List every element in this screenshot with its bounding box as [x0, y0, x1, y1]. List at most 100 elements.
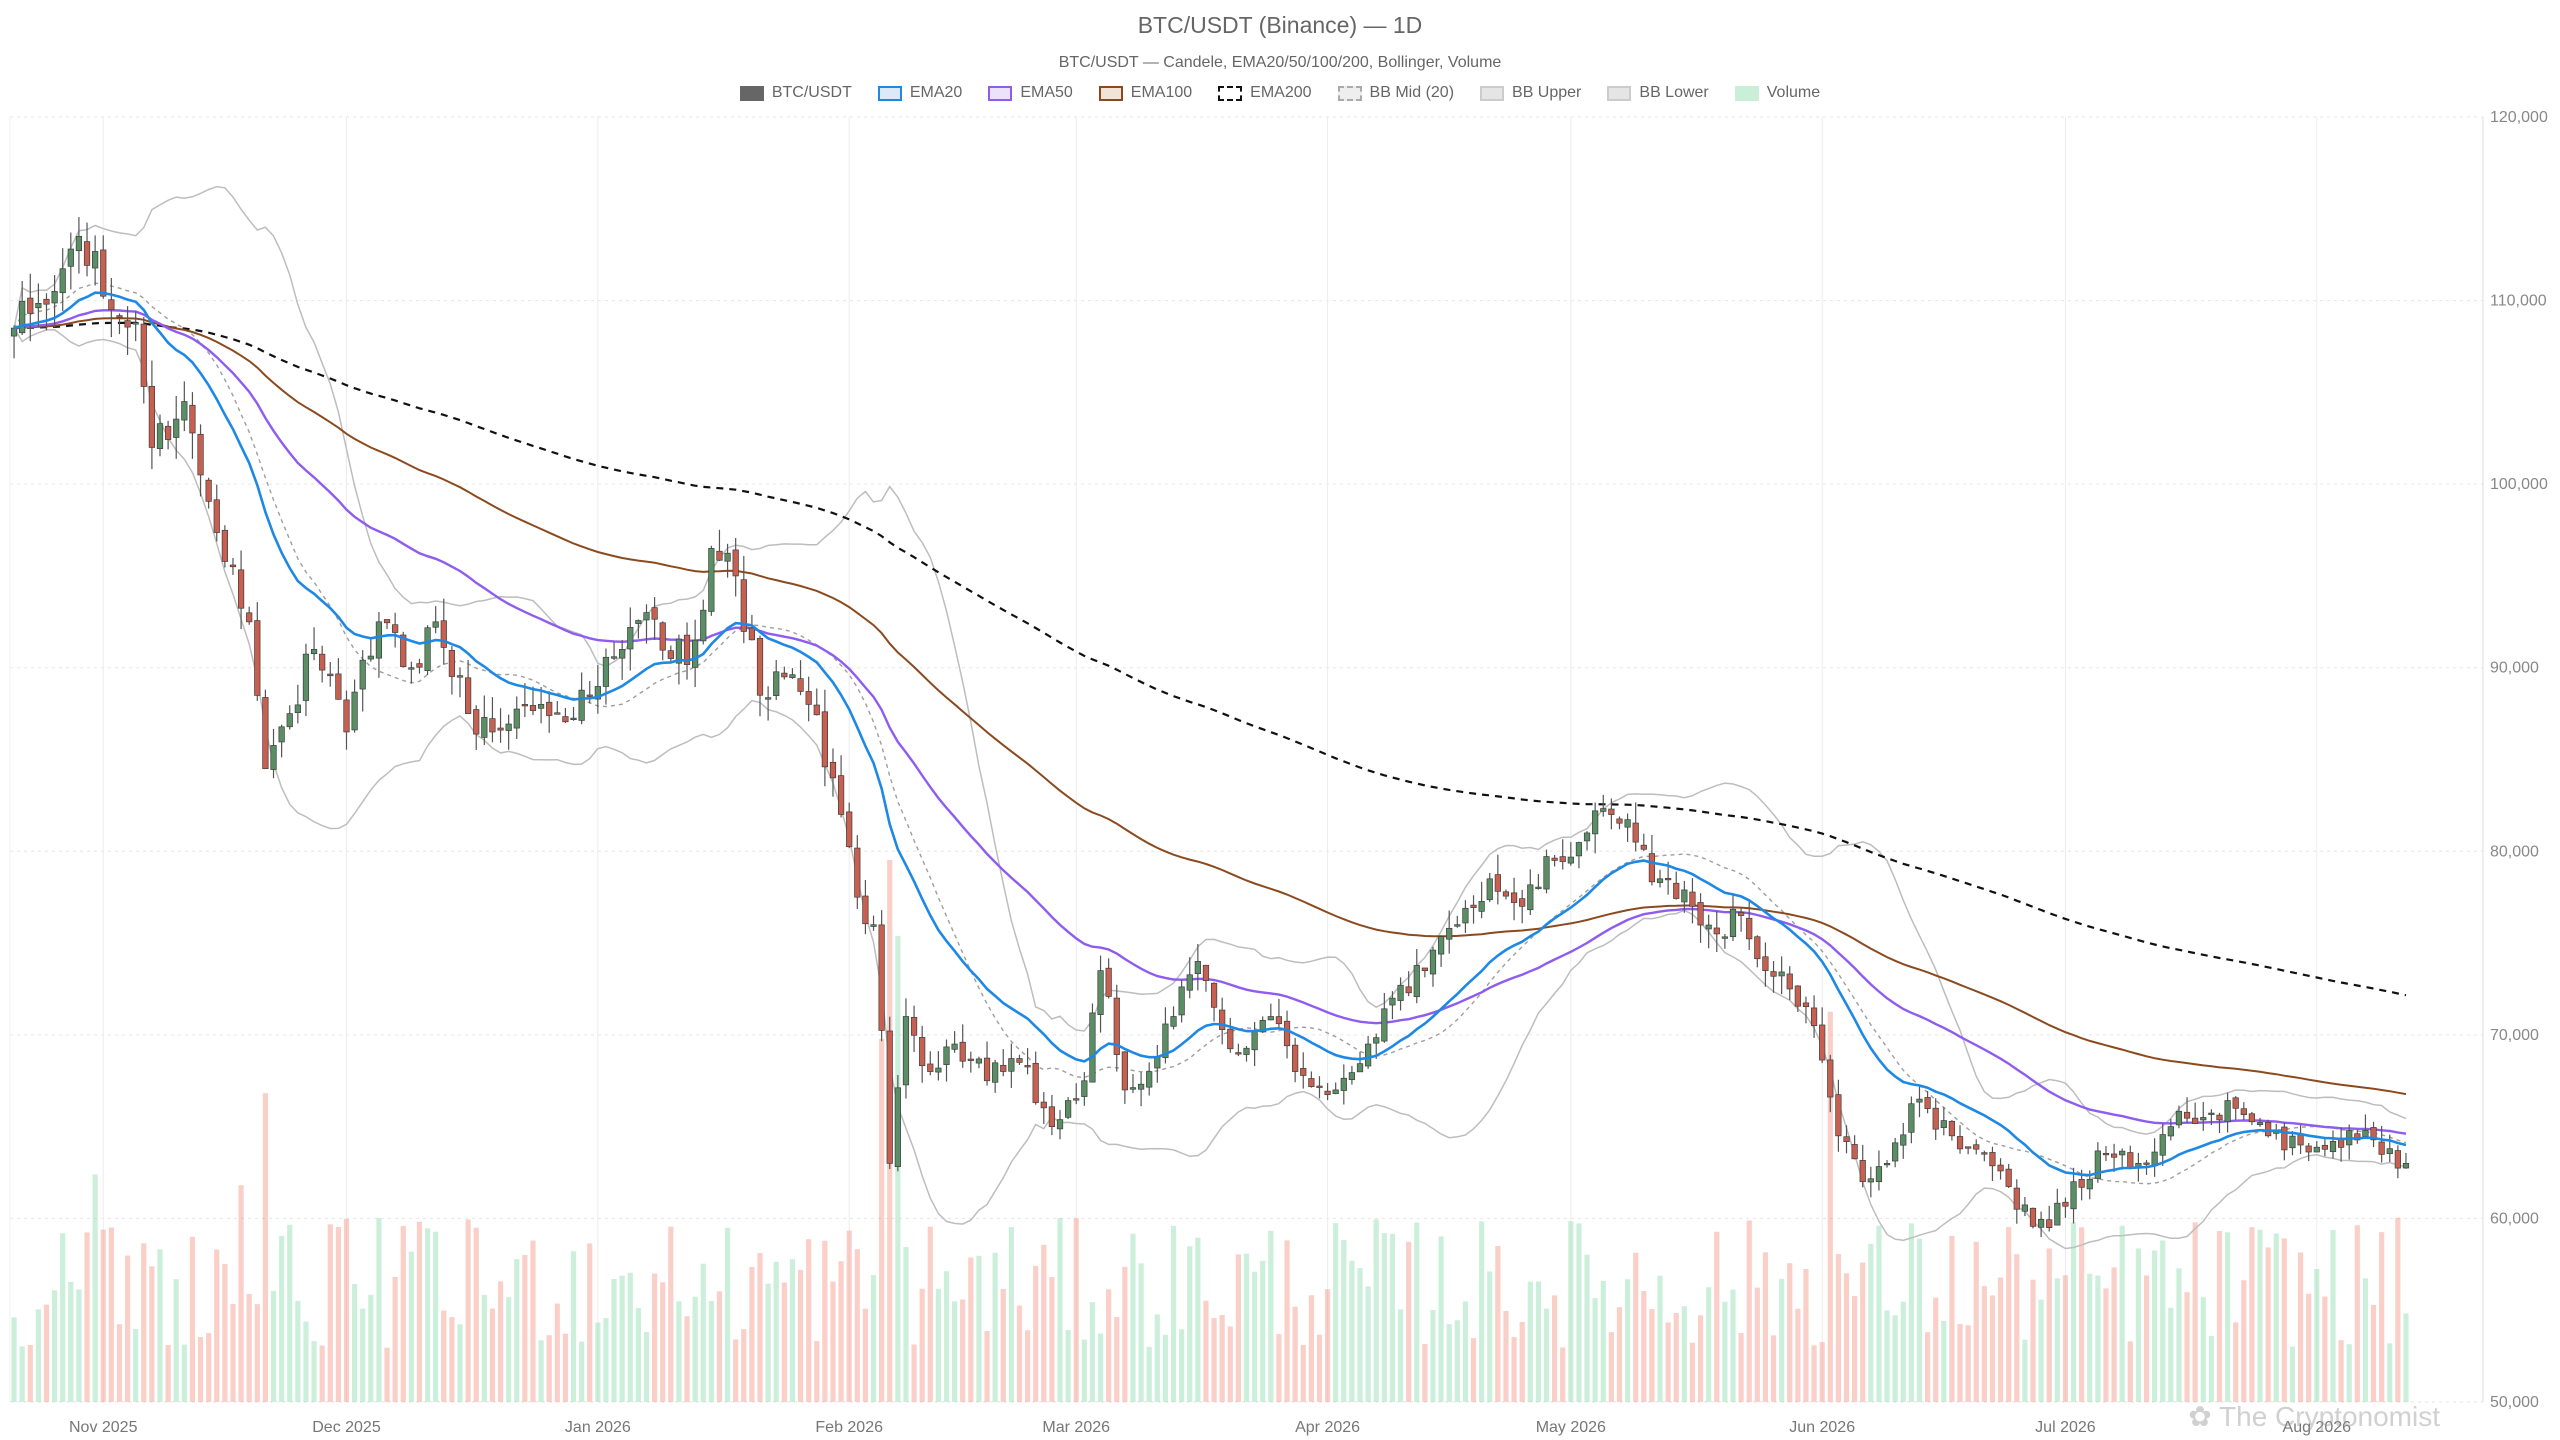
candle-body	[2078, 1179, 2085, 1188]
volume-bar	[652, 1273, 658, 1402]
volume-bar	[2152, 1250, 2158, 1402]
legend-item[interactable]: BB Upper	[1480, 84, 1581, 102]
volume-bar	[1941, 1320, 1947, 1402]
volume-bar	[1422, 1344, 1428, 1402]
candle-body	[2321, 1144, 2328, 1150]
volume-bar	[903, 1247, 909, 1402]
volume-bar	[1438, 1236, 1444, 1402]
volume-bar	[1057, 1217, 1063, 1402]
candle-body	[19, 300, 26, 334]
legend-swatch	[988, 85, 1013, 101]
volume-bar	[1470, 1338, 1477, 1402]
candle-body	[837, 775, 845, 815]
candle-body	[165, 425, 172, 440]
legend-label: EMA200	[1250, 84, 1312, 101]
volume-bar	[2200, 1297, 2206, 1402]
volume-bar	[1608, 1332, 1614, 1402]
candle-body	[1097, 970, 1104, 1015]
candle-body	[870, 924, 877, 927]
volume-bar	[1243, 1253, 1250, 1402]
volume-bar	[1811, 1345, 1817, 1402]
volume-bar	[935, 1288, 941, 1402]
candle-body	[546, 701, 553, 716]
legend-item[interactable]: EMA200	[1218, 84, 1312, 102]
volume-bar	[1981, 1286, 1987, 1402]
volume-bar	[522, 1255, 528, 1402]
volume-bar	[1584, 1254, 1590, 1402]
volume-bar	[716, 1291, 723, 1402]
legend-item[interactable]: EMA20	[877, 84, 962, 102]
candle-body	[2378, 1141, 2385, 1155]
candle-body	[919, 1037, 926, 1067]
candle-body	[262, 697, 269, 770]
candle-body	[627, 627, 634, 650]
candle-body	[1948, 1120, 1956, 1137]
candle-body	[1859, 1160, 1866, 1183]
legend-item[interactable]: BB Lower	[1607, 84, 1709, 102]
candle-body	[570, 717, 577, 721]
candle-body	[310, 649, 318, 655]
candle-body	[205, 479, 212, 502]
candle-body	[1510, 892, 1518, 903]
candle-body	[1381, 1008, 1388, 1042]
candle-body	[1089, 1012, 1096, 1083]
volume-bar	[311, 1341, 317, 1402]
candle-body	[1892, 1142, 1899, 1162]
candle-body	[1851, 1144, 1858, 1160]
volume-bar	[2176, 1268, 2182, 1402]
volume-bar	[1187, 1246, 1193, 1402]
candle-body	[59, 268, 66, 294]
volume-bar	[2233, 1322, 2239, 1402]
candle-body	[2013, 1187, 2020, 1210]
volume-bar	[1122, 1266, 1128, 1402]
candle-body	[829, 761, 837, 779]
volume-bar	[327, 1224, 333, 1402]
candle-body	[554, 712, 561, 715]
candle-body	[821, 711, 828, 768]
volume-bar	[676, 1301, 682, 1402]
candle-body	[1462, 907, 1469, 924]
volume-bar	[1916, 1238, 1923, 1402]
candle-body	[1146, 1071, 1153, 1088]
candle-body	[716, 550, 723, 561]
legend-item[interactable]: Volume	[1734, 84, 1820, 102]
candle-body	[1437, 936, 1445, 955]
candle-body	[1737, 912, 1745, 916]
volume-bar	[2403, 1313, 2409, 1402]
volume-bar	[1860, 1262, 1866, 1402]
legend-item[interactable]: BTC/USDT	[739, 84, 852, 102]
candle-body	[1616, 818, 1623, 824]
x-tick-label: Dec 2025	[312, 1419, 381, 1436]
candle-body	[1802, 1002, 1810, 1008]
volume-bar	[546, 1335, 552, 1402]
ema100-line	[14, 317, 2407, 1096]
legend-label: BTC/USDT	[771, 84, 852, 101]
legend-item[interactable]: BB Mid (20)	[1337, 84, 1454, 102]
candle-body	[1519, 898, 1526, 907]
candle-body	[602, 656, 610, 687]
volume-bar	[692, 1296, 698, 1402]
volume-bar	[2135, 1248, 2141, 1402]
volume-bar	[473, 1227, 479, 1402]
bb-lower-line	[13, 327, 2407, 1250]
volume-bar	[1827, 1011, 1833, 1402]
legend-swatch	[1480, 85, 1505, 101]
volume-bar	[1414, 1222, 1420, 1402]
volume-bar	[570, 1251, 577, 1402]
volume-bar	[595, 1322, 601, 1402]
volume-bar	[765, 1283, 771, 1402]
volume-bar	[2346, 1344, 2352, 1402]
volume-bar	[1795, 1308, 1801, 1402]
candle-body	[1373, 1037, 1380, 1044]
legend-item[interactable]: EMA100	[1098, 84, 1192, 102]
volume-bar	[27, 1345, 33, 1402]
volume-bar	[1665, 1322, 1671, 1402]
legend-item[interactable]: EMA50	[988, 84, 1073, 102]
candle-body	[1494, 874, 1501, 892]
candle-body	[894, 1087, 901, 1167]
volume-bar	[1041, 1244, 1047, 1402]
candle-body	[2062, 1201, 2069, 1207]
candle-body	[221, 529, 228, 562]
volume-bar	[141, 1243, 147, 1402]
